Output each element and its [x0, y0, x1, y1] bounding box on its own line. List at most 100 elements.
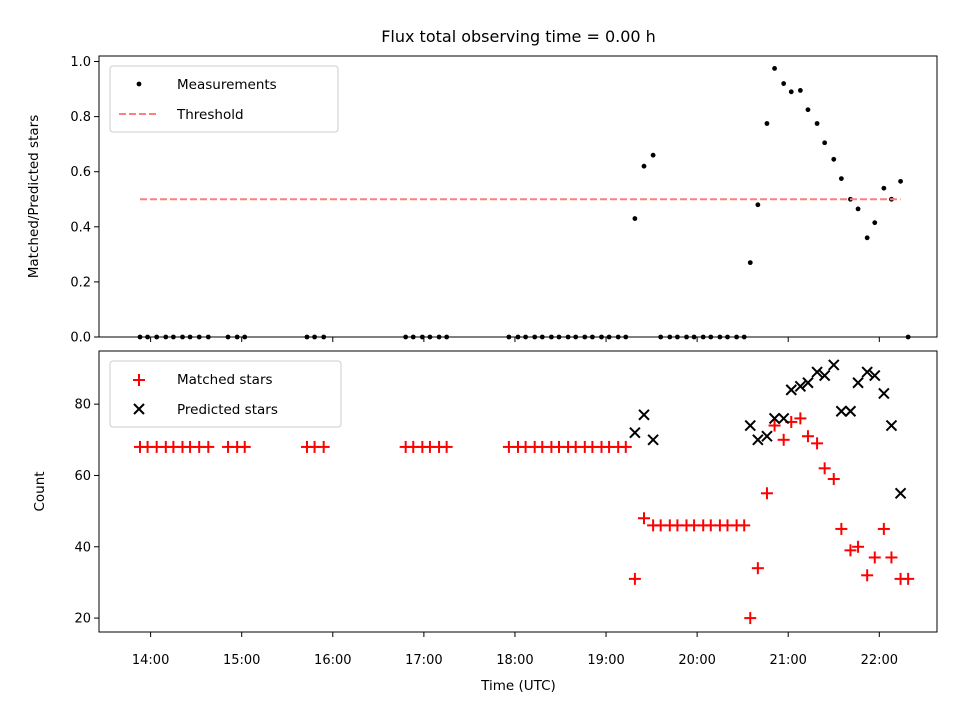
measurement-point	[650, 152, 656, 158]
predicted-star-point	[835, 405, 848, 417]
matched-star-point	[868, 551, 881, 564]
predicted-star-point	[638, 409, 650, 421]
predicted-star-point	[885, 419, 898, 432]
chart-title: Flux total observing time = 0.00 h	[381, 27, 656, 46]
measurement-point	[831, 156, 837, 162]
legend-threshold-label: Threshold	[176, 107, 244, 123]
matched-star-point	[818, 462, 831, 475]
predicted-star-point	[852, 377, 864, 389]
predicted-star-point	[869, 369, 881, 382]
matched-star-point	[861, 569, 874, 582]
predicted-star-point	[878, 387, 890, 400]
measurement-point	[747, 260, 753, 266]
measurement-point	[872, 220, 878, 226]
predicted-star-point	[647, 434, 659, 446]
measurement-point	[797, 88, 803, 93]
bottom-yticks: 20 40 60 80	[74, 398, 880, 637]
matched-star-point	[751, 562, 764, 575]
matched-star-point	[801, 430, 814, 443]
bottom-panel: 20 40 60 80 14:00 15:00 16:00 17:00 18:00 19:00 2…	[32, 350, 938, 694]
bottom-xticks: 14:00 15:00 16:00 17:00 18:00 19:00 20:00 21:00…	[132, 653, 898, 668]
measurement-point	[864, 235, 870, 241]
x-tick-label: 18:00	[496, 653, 533, 668]
predicted-star-point	[744, 419, 756, 432]
y-tick-label: 40	[74, 540, 91, 555]
bottom-y-axis-label: Count	[32, 471, 48, 511]
matched-star-point	[794, 412, 807, 425]
matched-star-point	[744, 612, 757, 625]
y-tick-label: 1.0	[70, 55, 91, 70]
measurement-point	[814, 121, 820, 126]
bottom-legend-box	[109, 360, 342, 428]
matched-star-point	[827, 473, 840, 486]
y-tick-label: 0.6	[70, 165, 91, 180]
predicted-star-point	[761, 430, 773, 442]
legend-measurements-label: Measurements	[177, 77, 277, 93]
x-tick-label: 15:00	[223, 653, 260, 668]
x-tick-label: 19:00	[587, 653, 624, 668]
matched-star-point	[852, 540, 865, 553]
matched-star-point	[628, 572, 641, 585]
predicted-star-point	[894, 487, 907, 499]
x-tick-label: 21:00	[769, 653, 806, 668]
measurement-point	[632, 216, 638, 221]
matched-star-point	[238, 440, 251, 453]
predicted-star-point	[768, 412, 781, 425]
predicted-star-point	[794, 380, 807, 393]
legend-matched-label: Matched stars	[177, 372, 273, 388]
measurement-point	[755, 202, 761, 208]
matched-star-point	[835, 522, 848, 535]
matched-star-point	[777, 433, 790, 446]
matched-star-point	[877, 522, 890, 535]
measurement-point	[788, 89, 794, 95]
predicted-star-point	[802, 377, 814, 389]
top-legend-box	[109, 65, 339, 133]
measurement-point	[772, 65, 777, 71]
predicted-star-point	[844, 405, 857, 417]
matched-star-point	[619, 440, 632, 453]
measurement-point	[805, 107, 811, 113]
predicted-star-point	[811, 366, 823, 378]
x-tick-label: 14:00	[132, 653, 169, 668]
y-tick-label: 80	[74, 398, 91, 413]
top-y-axis-label: Matched/Predicted stars	[26, 115, 42, 278]
top-legend: Measurements Threshold	[109, 65, 339, 133]
matched-star-point	[885, 551, 898, 564]
matched-star-point	[638, 512, 651, 525]
predicted-star-point	[785, 384, 797, 396]
matched-star-point	[844, 544, 857, 557]
bottom-marks	[133, 359, 915, 625]
measurement-point	[781, 81, 787, 86]
y-tick-label: 20	[74, 612, 91, 627]
bottom-legend: Matched stars Predicted stars	[109, 360, 342, 428]
legend-matched-marker	[133, 374, 145, 386]
measurement-point	[898, 178, 903, 184]
predicted-star-point	[629, 426, 641, 439]
matched-star-point	[760, 487, 773, 500]
y-tick-label: 0.8	[70, 110, 91, 125]
predicted-star-point	[752, 434, 764, 446]
x-tick-label: 16:00	[314, 653, 351, 668]
measurement-point	[855, 206, 861, 212]
measurement-point	[881, 185, 887, 191]
legend-predicted-marker	[133, 403, 145, 415]
y-tick-label: 60	[74, 469, 91, 484]
matched-star-point	[768, 419, 781, 432]
predicted-star-point	[777, 412, 790, 425]
predicted-star-point	[828, 359, 840, 371]
measurement-point	[641, 163, 647, 169]
top-axes-frame	[98, 55, 938, 338]
matched-star-point	[811, 437, 824, 450]
y-tick-label: 0.2	[70, 275, 91, 290]
y-tick-label: 0.0	[70, 331, 91, 346]
x-axis-label: Time (UTC)	[480, 678, 556, 694]
bottom-axes-frame	[98, 350, 938, 633]
measurement-point	[764, 121, 770, 126]
matched-star-point	[440, 440, 453, 453]
legend-measurements-marker	[136, 81, 142, 87]
x-tick-label: 22:00	[861, 653, 898, 668]
matched-star-point	[202, 440, 215, 453]
matched-star-point	[738, 519, 751, 532]
top-panel: 0.0 0.2 0.4 0.6 0.8 1.0 Matched/Predicted sta…	[26, 55, 938, 346]
